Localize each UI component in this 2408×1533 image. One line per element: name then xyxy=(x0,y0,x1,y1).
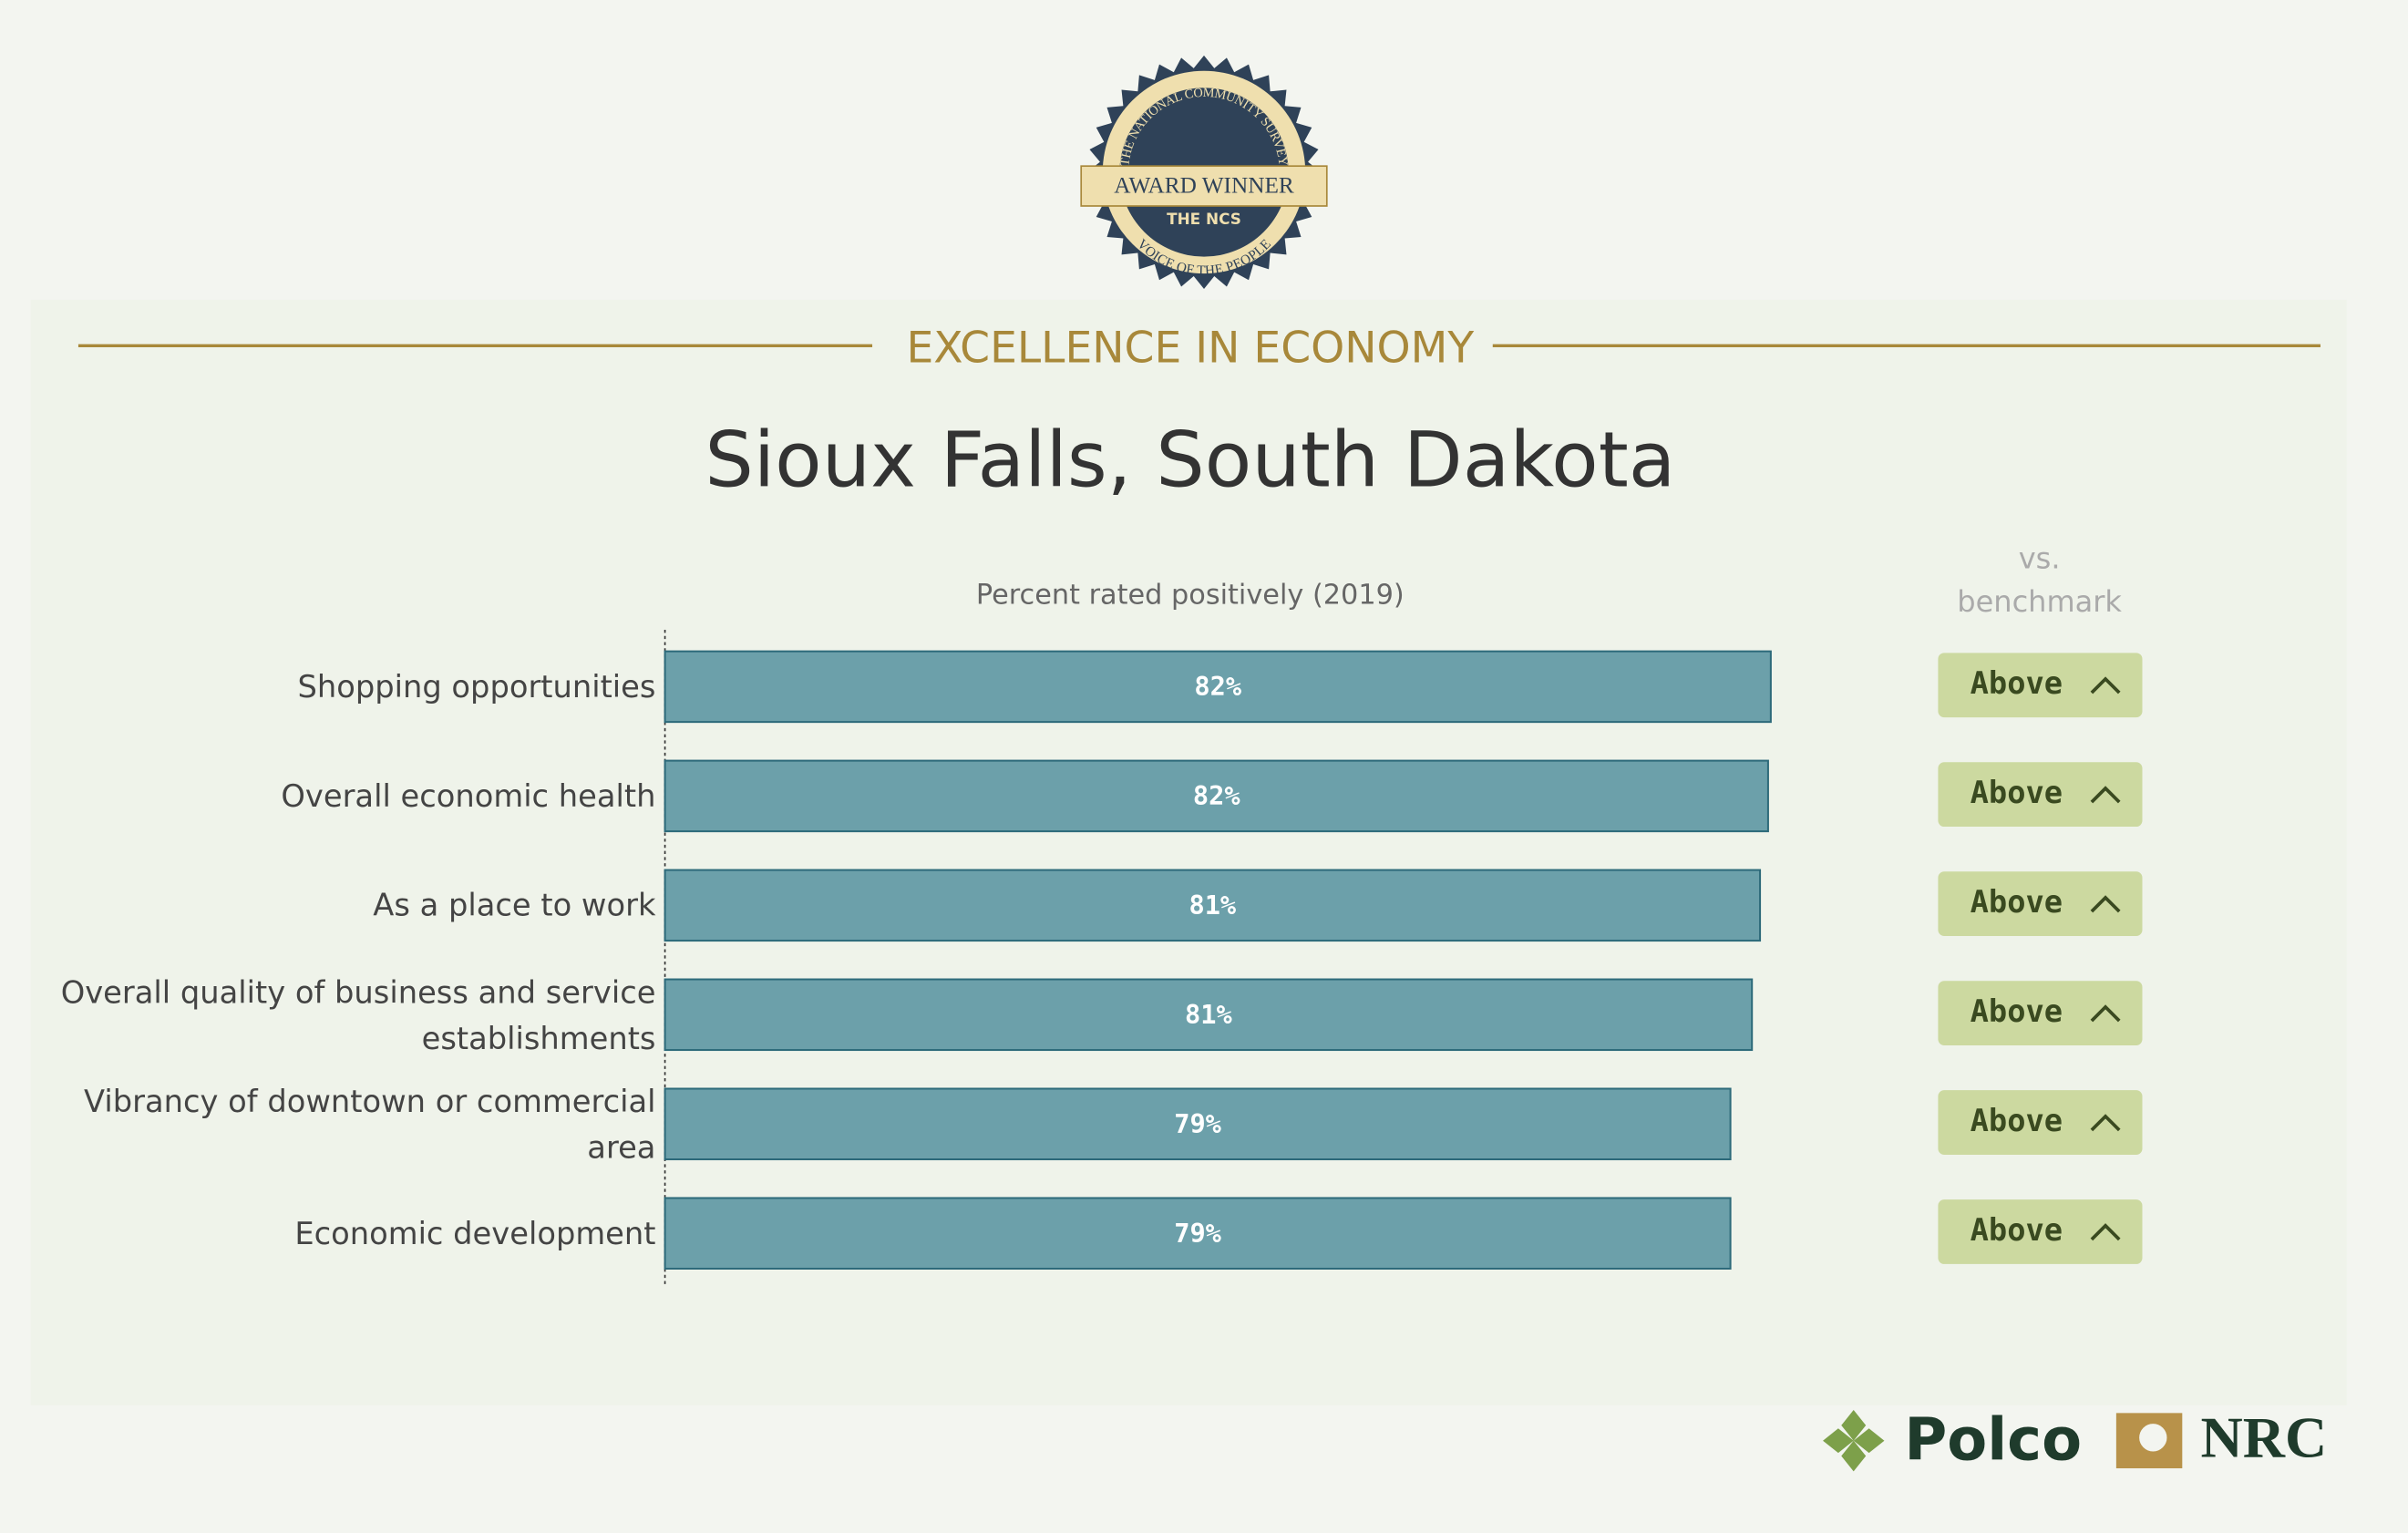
nrc-icon-dot xyxy=(2139,1424,2167,1452)
category-label-box: Overall economic health xyxy=(281,777,656,815)
value-label: 81% xyxy=(1189,890,1236,921)
category-label-box: As a place to work xyxy=(373,887,656,924)
benchmark-chevron xyxy=(2090,895,2121,913)
badge-ribbon-text: AWARD WINNER xyxy=(1114,173,1294,199)
polco-logo: Polco xyxy=(1904,1407,2082,1475)
benchmark-badge xyxy=(1938,1090,2143,1155)
benchmark-chevron xyxy=(2090,1004,2121,1023)
benchmark-label: Above xyxy=(1971,1212,2063,1248)
footer-logos: Polco NRC xyxy=(1823,1405,2327,1475)
bar xyxy=(664,759,1769,833)
category-label: Vibrancy of downtown or commercial area xyxy=(84,1082,656,1166)
benchmark-chevron xyxy=(2090,1223,2121,1241)
bar xyxy=(664,1087,1732,1161)
benchmark-badge xyxy=(1938,762,2143,828)
category-label: Shopping opportunities xyxy=(297,668,656,705)
benchmark-badge xyxy=(1938,871,2143,937)
category-label: Overall economic health xyxy=(281,777,656,815)
category-label: Overall quality of business and service … xyxy=(60,972,656,1056)
benchmark-label: Above xyxy=(1971,775,2063,810)
benchmark-label: Above xyxy=(1971,1103,2063,1138)
benchmark-badge xyxy=(1938,981,2143,1045)
category-label-box: Vibrancy of downtown or commercial area xyxy=(84,1082,656,1166)
category-label-box: Shopping opportunities xyxy=(297,668,656,705)
category-label-box: Economic development xyxy=(294,1215,656,1252)
badge-brand: THE NCS xyxy=(1167,210,1241,228)
benchmark-header: vs. benchmark xyxy=(1957,541,2122,620)
benchmark-chevron xyxy=(2090,1114,2121,1132)
polco-icon xyxy=(1823,1409,1885,1472)
benchmark-label: Above xyxy=(1971,993,2063,1029)
category-label-box: Overall quality of business and service … xyxy=(60,972,656,1056)
value-label: 81% xyxy=(1185,999,1232,1030)
benchmark-badge xyxy=(1938,1199,2143,1264)
benchmark-badge xyxy=(1938,653,2143,718)
benchmark-title: vs. benchmark xyxy=(1957,541,2122,620)
chart-subtitle: Percent rated positively (2019) xyxy=(976,579,1405,611)
bar xyxy=(664,650,1772,724)
category-label: Economic development xyxy=(294,1215,656,1252)
value-label: 79% xyxy=(1174,1218,1221,1249)
chart-title: Sioux Falls, South Dakota xyxy=(705,416,1675,505)
benchmark-label: Above xyxy=(1971,665,2063,701)
benchmark-chevron xyxy=(2090,786,2121,804)
value-label: 79% xyxy=(1174,1108,1221,1139)
bar xyxy=(664,869,1762,942)
badge: THE NATIONAL COMMUNITY SURVEY AWARD WINN… xyxy=(1080,55,1328,289)
benchmark-label: Above xyxy=(1971,884,2063,920)
value-label: 82% xyxy=(1193,780,1240,811)
badge-ribbon xyxy=(1080,165,1328,207)
benchmark-chevron xyxy=(2090,676,2121,694)
bar xyxy=(664,1197,1732,1270)
value-label: 82% xyxy=(1194,671,1241,702)
category-label: As a place to work xyxy=(373,887,656,924)
section-title: EXCELLENCE IN ECONOMY xyxy=(907,323,1475,373)
nrc-logo: NRC xyxy=(2201,1405,2328,1470)
bar xyxy=(664,978,1754,1052)
